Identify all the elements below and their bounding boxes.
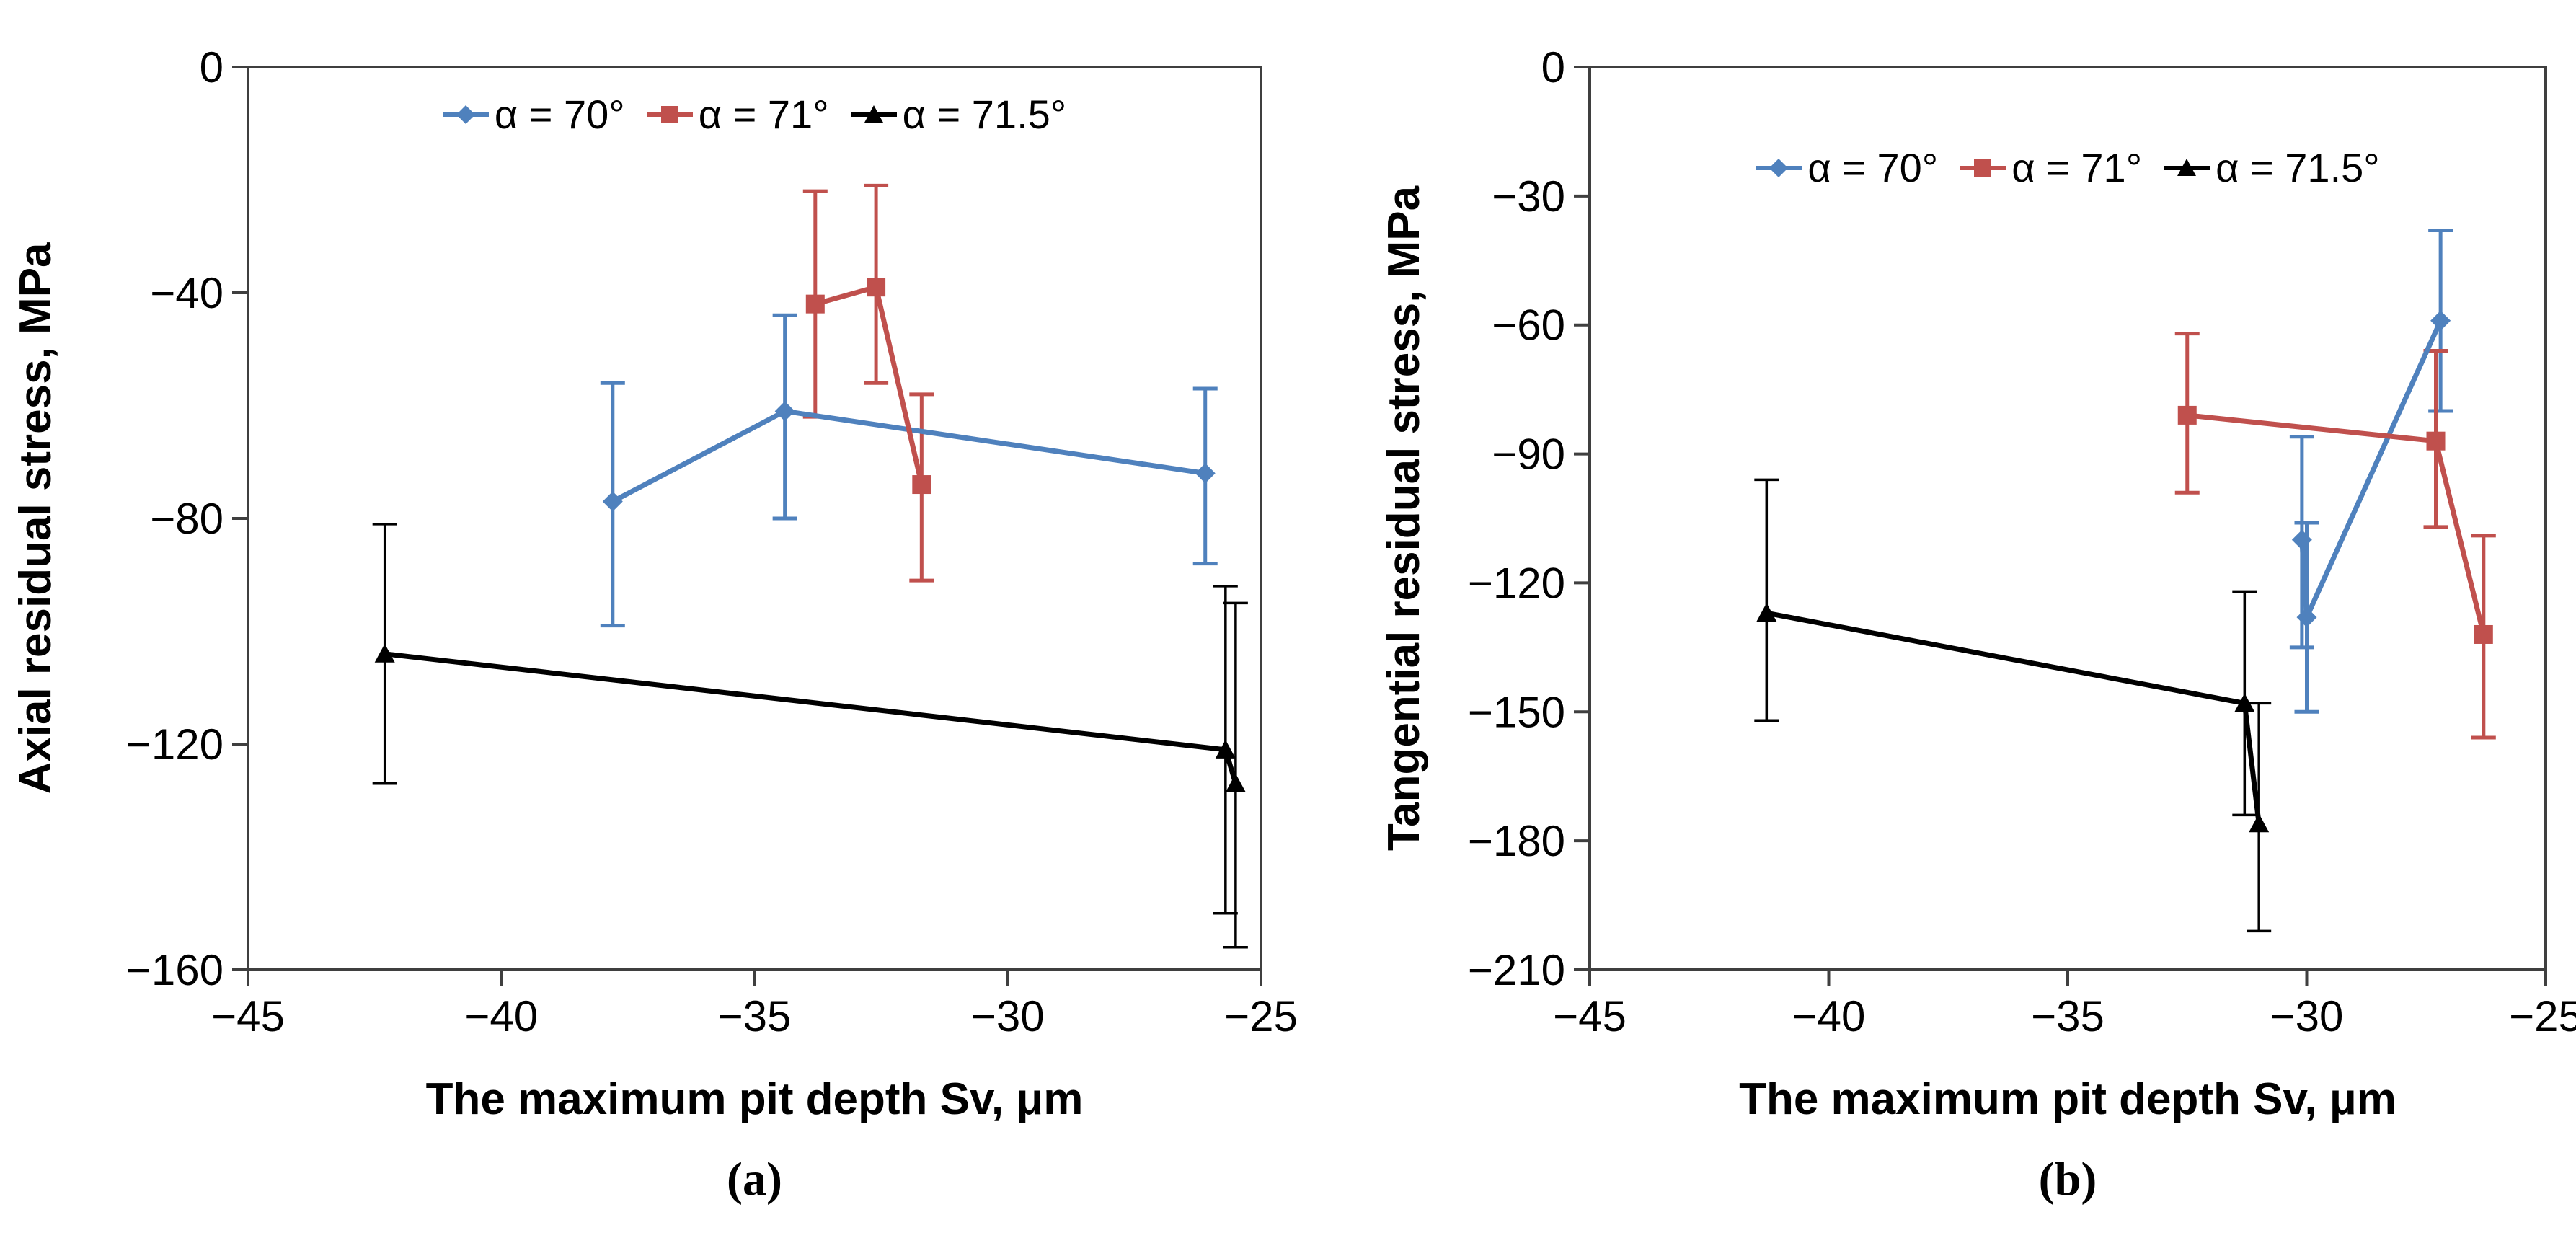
- x-axis: −45 −40 −35 −30 −25: [211, 970, 1298, 1040]
- square-marker-icon: [1960, 159, 2006, 177]
- y-tick-label: −150: [1468, 688, 1565, 736]
- legend-label: α = 70°: [494, 92, 625, 137]
- tangential-residual-stress-chart: −45 −40 −35 −30 −25 0 −30 −60 −90 −120 −150 −180 −21…: [1379, 43, 2576, 1124]
- legend-label: α = 71°: [2011, 145, 2143, 190]
- triangle-marker-icon: [2164, 158, 2210, 176]
- plot-frame: [1588, 66, 2547, 971]
- y-tick-label: −80: [150, 495, 223, 543]
- legend-label: α = 71.5°: [902, 92, 1067, 137]
- legend: α = 70° α = 71° α = 71.5°: [248, 91, 1261, 138]
- legend-label: α = 70°: [1807, 145, 1939, 190]
- series-markers-1: [2177, 405, 2493, 644]
- x-tick-label: −35: [718, 992, 792, 1040]
- x-axis: −45 −40 −35 −30 −25: [1553, 970, 2576, 1040]
- series-markers-0: [602, 401, 1216, 512]
- axial-residual-stress-chart: −45 −40 −35 −30 −25 0 −40 −80 −120 −160 The maximu…: [11, 43, 1298, 1124]
- y-tick-label: −180: [1468, 817, 1565, 865]
- caption-a: (a): [727, 1153, 782, 1206]
- legend-item-diamond: α = 70°: [1756, 144, 1938, 191]
- y-axis-title: Tangential residual stress, MPa: [1379, 185, 1429, 851]
- legend-label: α = 71°: [698, 92, 829, 137]
- legend-item-triangle: α = 71.5°: [850, 91, 1067, 138]
- triangle-marker-icon: [850, 105, 897, 123]
- y-tick-label: 0: [200, 43, 223, 92]
- x-tick-label: −30: [971, 992, 1045, 1040]
- diamond-marker-icon: [1756, 158, 1802, 177]
- series-markers-2: [374, 643, 1246, 792]
- y-axis: 0 −40 −80 −120 −160: [126, 43, 248, 994]
- legend-item-square: α = 71°: [1960, 144, 2142, 191]
- chart-panel-a: −45 −40 −35 −30 −25 0 −40 −80 −120 −160 The maximu…: [11, 43, 1298, 1206]
- y-tick-label: 0: [1541, 43, 1565, 92]
- y-tick-label: −30: [1492, 172, 1565, 221]
- caption-b: (b): [2038, 1153, 2097, 1206]
- x-tick-label: −25: [2509, 992, 2576, 1040]
- x-axis-title: The maximum pit depth Sv, μm: [1739, 1074, 2396, 1124]
- y-tick-label: −120: [126, 720, 223, 769]
- plot-frame: [247, 66, 1262, 971]
- square-marker-icon: [646, 105, 693, 123]
- legend-item-triangle: α = 71.5°: [2164, 144, 2380, 191]
- y-tick-label: −120: [1468, 559, 1565, 607]
- legend-item-diamond: α = 70°: [442, 91, 625, 138]
- x-tick-label: −45: [211, 992, 285, 1040]
- legend: α = 70° α = 71° α = 71.5°: [1590, 144, 2546, 191]
- y-axis: 0 −30 −60 −90 −120 −150 −180 −210: [1468, 43, 1590, 994]
- chart-panel-b: −45 −40 −35 −30 −25 0 −30 −60 −90 −120 −150 −180 −21…: [1298, 0, 2576, 1238]
- y-tick-label: −160: [126, 946, 223, 994]
- legend-label: α = 71.5°: [2216, 145, 2380, 190]
- legend-item-square: α = 71°: [646, 91, 829, 138]
- diamond-marker-icon: [442, 105, 489, 124]
- x-tick-label: −45: [1553, 992, 1626, 1040]
- x-tick-label: −30: [2270, 992, 2344, 1040]
- y-tick-label: −40: [150, 269, 223, 317]
- x-tick-label: −25: [1224, 992, 1298, 1040]
- y-tick-label: −210: [1468, 946, 1565, 994]
- x-axis-title: The maximum pit depth Sv, μm: [426, 1074, 1084, 1124]
- y-axis-title: Axial residual stress, MPa: [11, 242, 61, 795]
- x-tick-label: −35: [2031, 992, 2104, 1040]
- series-markers-0: [2291, 310, 2451, 628]
- y-tick-label: −90: [1492, 430, 1565, 479]
- series-markers-1: [805, 278, 931, 495]
- series-markers-2: [1756, 603, 2270, 833]
- x-tick-label: −40: [1792, 992, 1866, 1040]
- y-tick-label: −60: [1492, 301, 1565, 350]
- x-tick-label: −40: [464, 992, 538, 1040]
